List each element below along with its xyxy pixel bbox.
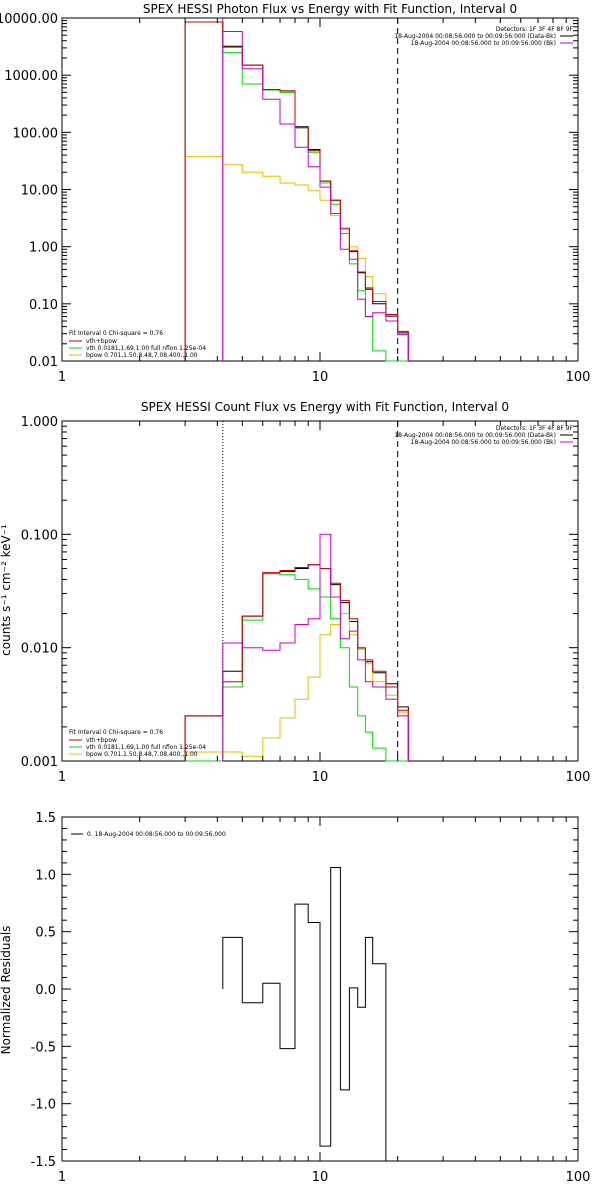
photon-axes: 1 10 100 0.01 0.10 1.00 10.00 100.00 1000.00 1000… <box>0 12 590 385</box>
residuals-chart: 1 10 100 -1.5 -1.0 -0.5 0.0 0.5 1.0 1.5 Normalize… <box>0 811 590 1185</box>
count-axes: 1 10 100 0.001 0.010 0.100 1.000 <box>21 415 591 785</box>
residuals-y-axis-label: Normalized Residuals <box>0 926 13 1055</box>
photon-series-bpow <box>184 155 409 361</box>
photon-x-tick-label: 100 <box>566 370 591 385</box>
photon-detectors-label: Detectors: 1F 3F 4F 8F 9F <box>496 26 574 33</box>
count-y-tick-label: 1.000 <box>21 415 58 430</box>
count-legend-bpow-label: bpow 0.701,1.50,8.48,7.08,400.,1.00 <box>86 751 198 758</box>
photon-legend-vth-label: vth 0.0181,1.69,1.00 full nflon 1.25e-04 <box>86 345 206 352</box>
count-series-vth <box>185 573 409 762</box>
photon-y-tick-label: 100.00 <box>13 126 59 141</box>
residuals-x-tick-label: 10 <box>312 1170 329 1185</box>
count-legend-right-2: 18-Aug-2004 00:08:56.000 to 00:09:56.000… <box>411 439 556 446</box>
photon-y-tick-label: 1000.00 <box>4 69 58 84</box>
residuals-y-tick-label: -1.0 <box>31 1098 56 1113</box>
photon-x-tick-label: 10 <box>312 370 329 385</box>
count-chart-title: SPEX HESSI Count Flux vs Energy with Fit… <box>141 400 509 414</box>
photon-series-model <box>184 21 409 361</box>
photon-legend-bpow-label: bpow 0.701,1.50,8.48,7.08,400.,1.00 <box>86 352 198 359</box>
count-y-axis-label: counts s⁻¹ cm⁻² keV⁻¹ <box>0 524 13 656</box>
residuals-x-tick-label: 1 <box>58 1170 66 1185</box>
photon-series-group <box>184 18 409 362</box>
photon-y-tick-label: 1.00 <box>29 241 58 256</box>
count-series-model <box>184 564 409 761</box>
count-detectors-label: Detectors: 1F 3F 4F 8F 9F <box>496 425 574 432</box>
photon-legend-model-label: vth+bpow <box>86 338 117 345</box>
count-x-tick-label: 100 <box>566 770 591 785</box>
photon-y-tick-label: 0.10 <box>29 298 58 313</box>
residuals-series-total <box>222 867 387 1161</box>
photon-series-vth <box>184 21 409 362</box>
photon-legend-fit-label: Fit Interval 0 Chi-square = 0.76 <box>69 330 163 337</box>
count-y-tick-label: 0.100 <box>21 528 58 543</box>
residuals-y-tick-label: 1.0 <box>35 868 56 883</box>
count-y-tick-label: 0.001 <box>21 755 58 770</box>
count-series-total <box>184 564 409 761</box>
count-x-tick-label: 1 <box>58 770 66 785</box>
count-y-tick-label: 0.010 <box>21 642 58 657</box>
residuals-axes: 1 10 100 -1.5 -1.0 -0.5 0.0 0.5 1.0 1.5 <box>31 811 591 1185</box>
residuals-y-tick-label: 1.5 <box>35 811 56 826</box>
residuals-y-tick-label: -0.5 <box>31 1040 56 1055</box>
residuals-x-tick-label: 100 <box>566 1170 591 1185</box>
count-legend-right-1: 18-Aug-2004 00:08:56.000 to 00:09:56.000… <box>394 432 556 439</box>
count-series-group <box>184 421 409 762</box>
residuals-y-tick-label: -1.5 <box>31 1155 56 1170</box>
residuals-y-tick-label: 0.5 <box>35 926 56 941</box>
photon-plot-frame <box>61 17 579 362</box>
count-legend-fit-label: Fit Interval 0 Chi-square = 0.76 <box>69 729 163 736</box>
count-x-tick-label: 10 <box>312 770 329 785</box>
photon-series-total <box>184 21 409 361</box>
residuals-y-tick-label: 0.0 <box>35 983 56 998</box>
photon-legend-right-2: 18-Aug-2004 00:08:56.000 to 00:09:56.000… <box>411 40 556 47</box>
count-series-data <box>222 533 409 761</box>
photon-x-tick-label: 1 <box>58 370 66 385</box>
photon-legend-right-1: 18-Aug-2004 00:08:56.000 to 00:09:56.000… <box>394 33 556 40</box>
photon-y-tick-label: 0.01 <box>29 355 58 370</box>
photon-y-tick-label: 10.00 <box>21 184 58 199</box>
photon-series-data <box>222 31 409 361</box>
photon-flux-chart: SPEX HESSI Photon Flux vs Energy with Fi… <box>0 2 590 385</box>
residuals-series-group <box>222 867 387 1161</box>
residuals-legend-label: 0. 18-Aug-2004 00:08:56.000 to 00:09:56.… <box>87 831 226 838</box>
photon-y-tick-label: 10000.00 <box>0 12 58 27</box>
count-legend-model-label: vth+bpow <box>86 737 117 744</box>
count-flux-chart: SPEX HESSI Count Flux vs Energy with Fit… <box>0 400 590 785</box>
count-legend-vth-label: vth 0.0181,1.69,1.00 full nflon 1.25e-04 <box>86 744 206 751</box>
count-series-bpow <box>184 613 409 761</box>
photon-chart-title: SPEX HESSI Photon Flux vs Energy with Fi… <box>143 2 517 16</box>
